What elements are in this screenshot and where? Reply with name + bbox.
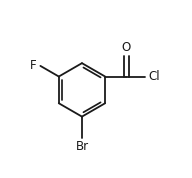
Text: F: F: [30, 59, 37, 72]
Text: O: O: [122, 41, 131, 54]
Text: Br: Br: [75, 140, 89, 153]
Text: Cl: Cl: [148, 70, 160, 83]
